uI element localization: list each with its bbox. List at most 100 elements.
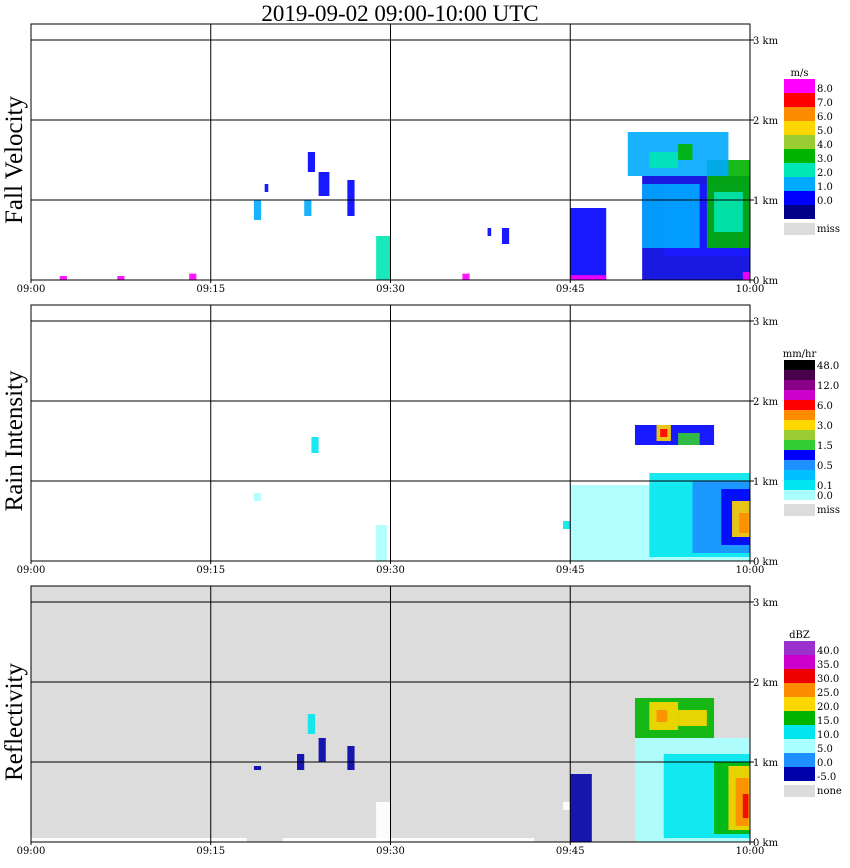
legend-unit-label: dBZ [789, 630, 810, 641]
legend-color-swatch [784, 400, 815, 410]
legend-color-swatch [784, 177, 815, 191]
legend-value-label: 0.0 [817, 491, 833, 502]
panel-3-echo [31, 838, 247, 842]
chart-title: 2019-09-02 09:00-10:00 UTC [261, 1, 539, 26]
height-tick-label: 2 km [753, 397, 779, 408]
panel-1-echo [304, 200, 312, 216]
legend-color-swatch [784, 420, 815, 430]
panel-1-echo [253, 200, 262, 220]
panel-3-echo [742, 794, 749, 818]
legend-value-label: -5.0 [817, 772, 836, 783]
legend-value-label: 25.0 [817, 688, 839, 699]
legend-value-label: 0.0 [817, 196, 833, 207]
panel-2-echo [739, 513, 749, 533]
legend-value-label: 6.0 [817, 112, 833, 123]
legend-value-label: 30.0 [817, 674, 839, 685]
legend-missing-label: miss [817, 505, 840, 516]
legend-value-label: 12.0 [817, 381, 839, 392]
legend-unit-label: mm/hr [783, 349, 817, 360]
panel-1-echo [189, 273, 197, 280]
legend-color-swatch [784, 711, 815, 725]
legend-color-swatch [784, 135, 815, 149]
panel-1-echo [642, 184, 700, 248]
panel-1-echo [462, 273, 470, 280]
panel-3-echo [656, 710, 668, 722]
panel-3-echo [376, 802, 391, 842]
legend-value-label: 8.0 [817, 84, 833, 95]
time-tick-label: 09:45 [556, 284, 585, 295]
legend-color-swatch [784, 480, 815, 490]
legend-missing-label: miss [817, 224, 840, 235]
height-tick-label: 0 km [753, 276, 779, 287]
panel-1-echo [487, 228, 492, 236]
height-tick-label: 3 km [753, 36, 779, 47]
legend-color-swatch [784, 490, 815, 500]
time-tick-label: 09:45 [556, 846, 585, 857]
legend-color-swatch [784, 430, 815, 440]
height-tick-label: 0 km [753, 838, 779, 849]
height-tick-label: 3 km [753, 598, 779, 609]
legend-value-label: 1.5 [817, 441, 833, 452]
time-tick-label: 09:30 [376, 846, 405, 857]
legend-color-swatch [784, 121, 815, 135]
legend-value-label: 48.0 [817, 361, 839, 372]
panel-1-echo [501, 228, 510, 244]
panel-3-echo [570, 774, 592, 842]
legend-unit-label: m/s [791, 68, 809, 79]
panel-1-echo [318, 172, 330, 196]
time-tick-label: 09:00 [17, 284, 46, 295]
panel-2-echo [253, 493, 262, 501]
time-tick-label: 10:00 [736, 565, 765, 576]
legend-color-swatch [784, 149, 815, 163]
time-tick-label: 09:45 [556, 565, 585, 576]
panel-1-echo [59, 276, 67, 280]
legend-color-swatch [784, 753, 815, 767]
legend-color-swatch [784, 93, 815, 107]
panel-3-echo [253, 766, 262, 770]
panel-2-echo [634, 425, 715, 445]
legend-color-swatch [784, 767, 815, 781]
legend-value-label: 0.1 [817, 481, 833, 492]
legend-color-swatch [784, 390, 815, 400]
legend-color-swatch [784, 191, 815, 205]
panel-1-echo [570, 275, 607, 280]
legend-color-swatch [784, 697, 815, 711]
panel-1-echo [376, 236, 391, 280]
legend-color-swatch [784, 450, 815, 460]
panel-2-echo [678, 433, 700, 445]
legend-color-swatch [784, 107, 815, 121]
time-tick-label: 09:15 [196, 565, 225, 576]
time-tick-label: 09:00 [17, 846, 46, 857]
legend-value-label: 1.0 [817, 182, 833, 193]
height-tick-label: 2 km [753, 678, 779, 689]
legend-value-label: 3.0 [817, 154, 833, 165]
panel-1-echo [649, 152, 679, 168]
legend-color-swatch [784, 370, 815, 380]
time-tick-label: 10:00 [736, 284, 765, 295]
panel-3-echo [563, 802, 571, 810]
panel-3-echo [347, 746, 355, 770]
legend-color-swatch [784, 163, 815, 177]
legend-value-label: 7.0 [817, 98, 833, 109]
panel-3-echo [282, 838, 535, 842]
legend-color-swatch [784, 380, 815, 390]
height-tick-label: 1 km [753, 477, 779, 488]
legend-value-label: 3.0 [817, 421, 833, 432]
legend-value-label: 0.0 [817, 758, 833, 769]
panel-3-echo [318, 738, 326, 762]
legend-color-swatch [784, 460, 815, 470]
panel-1-echo [678, 144, 693, 160]
panel-2-echo [660, 429, 668, 437]
legend-color-swatch [784, 205, 815, 219]
height-tick-label: 0 km [753, 557, 779, 568]
legend-missing-swatch [784, 504, 815, 516]
legend-color-swatch [784, 410, 815, 420]
legend-color-swatch [784, 739, 815, 753]
panel-1-echo [347, 180, 355, 216]
panel-1-echo [117, 276, 125, 280]
legend-missing-label: none [817, 786, 842, 797]
time-tick-label: 10:00 [736, 846, 765, 857]
legend-value-label: 5.0 [817, 744, 833, 755]
time-tick-label: 09:30 [376, 284, 405, 295]
